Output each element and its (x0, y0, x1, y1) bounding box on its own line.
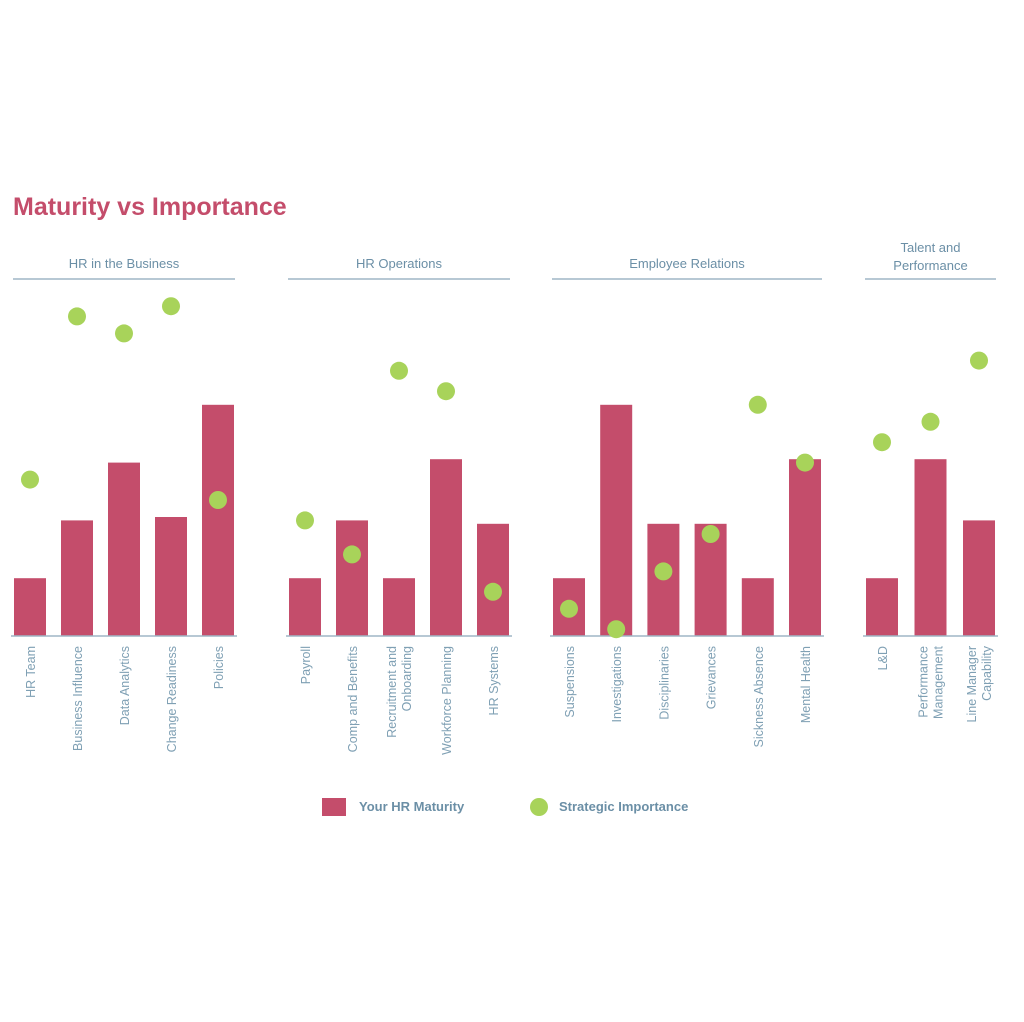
bar-sickness-absence[interactable] (741, 578, 774, 636)
tick-label-data-analytics: Data Analytics (118, 646, 132, 725)
bar-hr-team[interactable] (14, 578, 46, 636)
group-header-hr-operations: HR Operations (356, 256, 442, 271)
dot-landd[interactable] (873, 433, 891, 452)
tick-label-performance-management: PerformanceManagement (917, 645, 946, 718)
dot-grievances[interactable] (701, 525, 720, 543)
dot-comp-and-benefits[interactable] (343, 545, 361, 564)
dot-investigations[interactable] (607, 620, 626, 639)
tick-label-landd: L&D (876, 646, 890, 670)
bar-hr-systems[interactable] (477, 523, 509, 636)
bar-comp-and-benefits[interactable] (336, 520, 368, 636)
bars (14, 404, 995, 636)
tick-label-suspensions: Suspensions (563, 646, 577, 718)
tick-label-recruitment-and-onboarding: Recruitment andOnboarding (385, 646, 414, 738)
dot-workforce-planning[interactable] (437, 382, 455, 401)
legend-importance-swatch (530, 798, 548, 816)
tick-label-business-influence: Business Influence (71, 646, 85, 751)
dot-payroll[interactable] (296, 511, 314, 530)
tick-label-workforce-planning: Workforce Planning (440, 646, 454, 755)
tick-label-mental-health: Mental Health (799, 646, 813, 723)
tick-label-disciplinaries: Disciplinaries (657, 646, 671, 720)
bar-mental-health[interactable] (789, 459, 821, 636)
dot-sickness-absence[interactable] (748, 395, 767, 414)
group-header-employee-relations: Employee Relations (629, 256, 745, 271)
tick-label-investigations: Investigations (610, 646, 624, 722)
tick-label-policies: Policies (212, 646, 226, 689)
group-header-talent-and-performance: Talent and Performance (893, 240, 967, 273)
dot-suspensions[interactable] (560, 599, 578, 618)
bar-line-manager-capability[interactable] (963, 520, 995, 636)
dot-line-manager-capability[interactable] (970, 351, 988, 370)
legend-maturity-swatch (322, 798, 346, 816)
tick-label-comp-and-benefits: Comp and Benefits (346, 646, 360, 752)
bar-policies[interactable] (202, 404, 234, 636)
legend: Your HR Maturity Strategic Importance (322, 798, 688, 816)
dot-mental-health[interactable] (796, 453, 814, 472)
dots (21, 297, 988, 639)
bar-data-analytics[interactable] (108, 462, 140, 636)
dot-business-influence[interactable] (68, 307, 86, 326)
dot-hr-team[interactable] (21, 470, 39, 489)
tick-label-hr-systems: HR Systems (487, 646, 501, 715)
tick-label-grievances: Grievances (705, 646, 719, 709)
bar-performance-management[interactable] (914, 459, 947, 636)
dot-change-readiness[interactable] (162, 297, 180, 316)
bar-investigations[interactable] (600, 404, 633, 636)
dot-recruitment-and-onboarding[interactable] (390, 361, 408, 380)
tick-label-payroll: Payroll (299, 646, 313, 684)
tick-label-hr-team: HR Team (24, 646, 38, 698)
chart-title: Maturity vs Importance (13, 193, 287, 221)
bar-payroll[interactable] (289, 578, 321, 636)
tick-labels: HR Team Business Influence Data Analytics C… (24, 645, 994, 755)
tick-label-sickness-absence: Sickness Absence (752, 646, 766, 747)
dot-disciplinaries[interactable] (654, 562, 673, 581)
dot-performance-management[interactable] (921, 412, 940, 431)
group-header-hr-in-the-business: HR in the Business (69, 256, 180, 271)
legend-maturity-label[interactable]: Your HR Maturity (359, 799, 465, 814)
bar-recruitment-and-onboarding[interactable] (383, 578, 415, 636)
tick-label-line-manager-capability: Line ManagerCapability (965, 645, 994, 722)
dot-data-analytics[interactable] (115, 324, 133, 343)
dot-policies[interactable] (209, 491, 227, 509)
bar-workforce-planning[interactable] (430, 459, 462, 636)
legend-importance-label[interactable]: Strategic Importance (559, 799, 688, 814)
dot-hr-systems[interactable] (484, 582, 502, 601)
bar-business-influence[interactable] (61, 520, 93, 636)
bar-change-readiness[interactable] (155, 517, 187, 636)
tick-label-change-readiness: Change Readiness (165, 646, 179, 752)
bar-landd[interactable] (866, 578, 898, 636)
group-headers: HR in the Business HR Operations Employee … (13, 240, 996, 280)
